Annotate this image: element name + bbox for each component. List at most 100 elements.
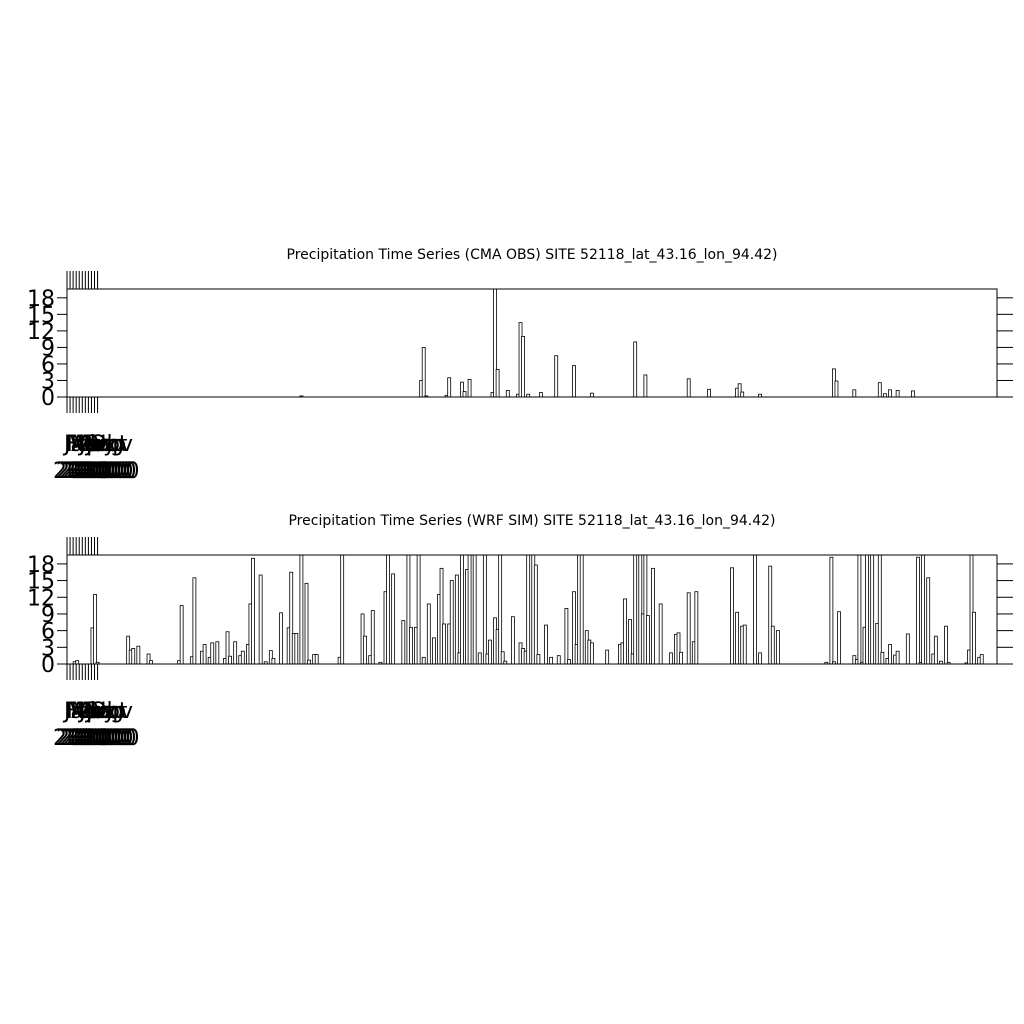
x-tick-year: 2010 — [62, 726, 118, 751]
x-tick-year: 2010 — [71, 459, 127, 484]
x-tick-label: Mar — [66, 699, 108, 724]
bar — [832, 661, 836, 664]
y-tick-label: 3 — [41, 369, 55, 394]
bar — [969, 555, 974, 664]
bar — [770, 625, 775, 664]
x-tick-label: Oct — [89, 432, 127, 457]
panel: Precipitation Time Series (WRF SIM) SITE… — [27, 513, 1013, 751]
bar — [146, 653, 151, 664]
bar — [304, 582, 309, 664]
x-tick-label: Oct — [89, 699, 127, 724]
bar — [391, 573, 396, 664]
bar — [421, 656, 426, 664]
bar — [888, 644, 892, 664]
bar — [556, 655, 561, 664]
bar — [149, 660, 153, 664]
bar — [93, 594, 97, 664]
bar — [633, 341, 638, 397]
bar — [500, 651, 505, 664]
bar — [888, 389, 892, 397]
panel: Precipitation Time Series (CMA OBS) SITE… — [27, 247, 1013, 484]
y-tick-label: 0 — [41, 653, 55, 678]
bar — [944, 625, 948, 664]
bar — [442, 623, 446, 664]
bar — [447, 377, 452, 397]
bar — [533, 564, 538, 664]
bar — [916, 556, 920, 664]
bar — [432, 637, 436, 664]
x-tick-label: Sep — [85, 699, 126, 724]
x-tick-year: 2010 — [77, 726, 133, 751]
y-tick-label: 12 — [27, 320, 55, 345]
bar — [289, 571, 294, 664]
chart-title: Precipitation Time Series (CMA OBS) SITE… — [287, 247, 778, 263]
bar — [911, 390, 915, 397]
x-tick-label: Aug — [81, 432, 124, 457]
bar — [834, 380, 839, 397]
bar — [564, 607, 569, 664]
bar — [589, 392, 594, 397]
bar — [268, 650, 273, 664]
bar — [646, 615, 650, 664]
x-tick-label: Jun — [77, 699, 113, 724]
bar — [544, 624, 548, 664]
bar — [426, 603, 431, 664]
bar — [753, 555, 757, 664]
bar — [605, 649, 610, 664]
bar — [263, 661, 268, 664]
x-tick-year: 2010 — [68, 726, 124, 751]
bar — [406, 555, 411, 664]
bar — [572, 591, 576, 664]
x-tick-label: Jul — [84, 699, 113, 724]
bar — [210, 642, 215, 664]
plot-frame — [66, 288, 998, 398]
x-tick-label: Jul — [84, 432, 113, 457]
chart-title: Precipitation Time Series (WRF SIM) SITE… — [288, 513, 775, 529]
bar — [179, 605, 184, 664]
x-tick-label: May — [70, 432, 115, 457]
bar — [493, 289, 497, 397]
bar — [386, 555, 390, 664]
x-tick-label: Sep — [85, 432, 126, 457]
bar — [299, 555, 304, 664]
bar — [482, 555, 487, 664]
y-tick-label: 6 — [41, 353, 55, 378]
bar — [409, 626, 413, 664]
x-tick-year: 2010 — [81, 726, 137, 751]
bar — [271, 658, 276, 664]
y-tick-label: 18 — [27, 287, 55, 312]
x-tick-label: Apr — [71, 699, 110, 724]
bar — [192, 577, 197, 664]
bar — [837, 611, 841, 664]
bar — [401, 620, 406, 664]
bar — [521, 335, 525, 397]
bar — [658, 603, 663, 664]
x-tick-year: 2010 — [53, 459, 109, 484]
x-tick-year: 2010 — [74, 726, 130, 751]
bar — [75, 660, 80, 664]
bar — [758, 652, 762, 664]
x-tick-year: 2010 — [65, 459, 121, 484]
x-tick-year: 2010 — [77, 459, 133, 484]
bar — [686, 378, 691, 397]
bar — [340, 555, 345, 664]
bar — [633, 555, 638, 664]
x-tick-label: Jan — [62, 432, 98, 457]
bar — [589, 642, 594, 664]
bar — [882, 393, 887, 397]
x-tick-label: Nov — [90, 699, 133, 724]
bar — [643, 555, 648, 664]
bar — [979, 654, 984, 664]
bar — [215, 641, 220, 664]
bar — [877, 382, 882, 397]
bar — [686, 592, 691, 664]
bar — [643, 374, 648, 397]
plot-frame — [66, 554, 998, 665]
bar — [505, 389, 510, 397]
bar — [694, 591, 699, 664]
y-tick-label: 18 — [27, 553, 55, 578]
bar — [526, 555, 531, 664]
x-tick-year: 2010 — [65, 726, 121, 751]
bar — [865, 555, 869, 664]
bar — [742, 624, 747, 664]
